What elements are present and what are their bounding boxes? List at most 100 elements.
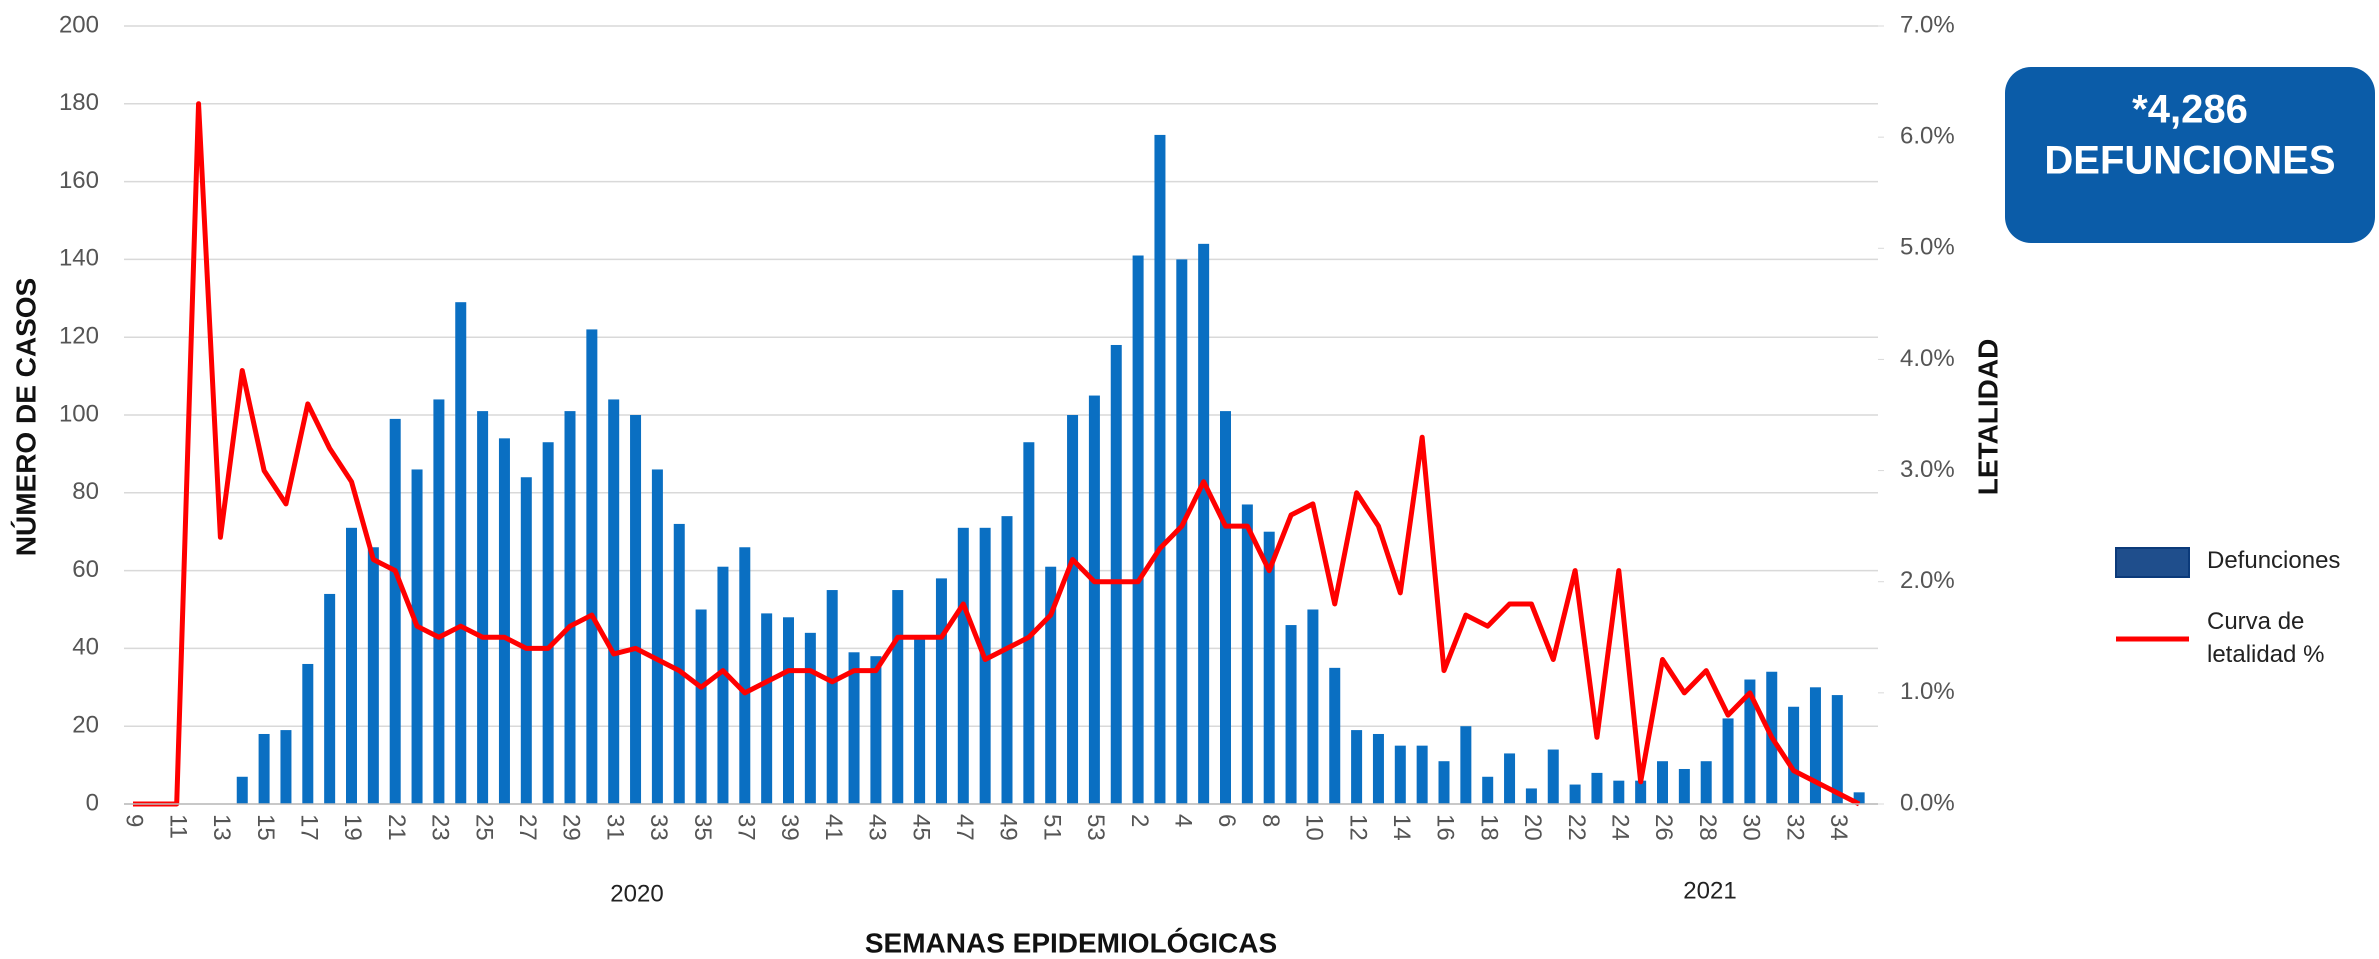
x-tick-label: 53 [1082, 814, 1109, 841]
x-tick-label: 39 [776, 814, 803, 841]
x-tick-label: 51 [1038, 814, 1065, 841]
bar [1176, 259, 1188, 804]
bar [324, 593, 336, 804]
x-tick-label: 30 [1738, 814, 1765, 841]
bar [935, 578, 947, 804]
y-tick-label: 60 [72, 556, 99, 583]
y2-tick-label: 2.0% [1900, 567, 1955, 594]
bar [389, 418, 401, 804]
bar [717, 566, 729, 804]
bar [1285, 625, 1297, 804]
x-tick-label: 17 [295, 814, 322, 841]
y2-tick-label: 5.0% [1900, 234, 1955, 261]
x-tick-label: 25 [470, 814, 497, 841]
bar [761, 613, 773, 804]
bar [739, 547, 751, 804]
x-tick-label: 4 [1169, 814, 1196, 827]
bar [1329, 667, 1341, 804]
y2-tick-label: 7.0% [1900, 11, 1955, 38]
year-label: 2020 [610, 880, 663, 907]
bar [1700, 761, 1712, 804]
bar [1482, 776, 1494, 804]
x-tick-label: 37 [732, 814, 759, 841]
x-tick-label: 29 [558, 814, 585, 841]
y-axis-title: NÚMERO DE CASOS [10, 278, 41, 556]
bar [1132, 255, 1144, 804]
bar [1198, 243, 1210, 805]
bar [433, 399, 445, 804]
x-tick-label: 19 [339, 814, 366, 841]
bar [1460, 726, 1472, 804]
bar [1263, 531, 1275, 804]
year-label: 2021 [1683, 877, 1736, 904]
x-tick-label: 31 [601, 814, 628, 841]
bar [1088, 395, 1100, 804]
bar [564, 411, 576, 804]
bar [1351, 730, 1363, 804]
bar [979, 527, 991, 804]
x-tick-label: 34 [1825, 814, 1852, 841]
bar [804, 632, 816, 804]
bar [1154, 134, 1166, 805]
bar [1591, 772, 1603, 804]
x-tick-label: 47 [951, 814, 978, 841]
bar [1744, 679, 1756, 804]
legend-label: Defunciones [2207, 547, 2341, 574]
x-tick-label: 13 [208, 814, 235, 841]
bar [477, 411, 489, 804]
bar [455, 302, 467, 804]
bar [1788, 706, 1800, 804]
bar [1678, 768, 1690, 804]
badge-label: DEFUNCIONES [2044, 139, 2335, 183]
y-tick-label: 140 [59, 245, 99, 272]
bar [1569, 784, 1581, 804]
bar [1001, 516, 1013, 804]
y2-tick-label: 3.0% [1900, 456, 1955, 483]
bar [651, 469, 663, 804]
bar [520, 477, 532, 804]
x-tick-label: 33 [645, 814, 672, 841]
bar [608, 399, 620, 804]
x-tick-label: 12 [1344, 814, 1371, 841]
bar [1657, 761, 1668, 804]
legend-swatch [2115, 547, 2190, 578]
bar [783, 617, 794, 804]
y-tick-label: 100 [59, 400, 99, 427]
bar [1372, 733, 1384, 804]
bar [1416, 745, 1428, 804]
x-axis-title: SEMANAS EPIDEMIOLÓGICAS [865, 927, 1277, 958]
y-tick-label: 160 [59, 167, 99, 194]
y2-tick-label: 0.0% [1900, 789, 1955, 816]
y2-tick-label: 4.0% [1900, 345, 1955, 372]
bar [1613, 780, 1625, 804]
bar [1307, 609, 1319, 804]
x-tick-label: 49 [995, 814, 1022, 841]
bar [1394, 745, 1406, 804]
y-tick-label: 40 [72, 634, 99, 661]
bar [673, 523, 685, 804]
bar [302, 663, 314, 804]
x-tick-label: 18 [1475, 814, 1502, 841]
x-tick-label: 27 [514, 814, 541, 841]
x-tick-label: 20 [1519, 814, 1546, 841]
x-tick-label: 14 [1388, 814, 1415, 841]
line [133, 101, 1861, 807]
x-tick-label: 23 [427, 814, 454, 841]
x-tick-label: 35 [689, 814, 716, 841]
badge-count: *4,286 [2132, 88, 2248, 132]
x-tick-label: 43 [864, 814, 891, 841]
y2-tick-label: 1.0% [1900, 678, 1955, 705]
bar [870, 656, 882, 804]
x-tick-label: 11 [164, 814, 191, 839]
bar [1023, 442, 1035, 804]
x-tick-label: 6 [1213, 814, 1240, 827]
bar [1547, 749, 1559, 804]
bar [1525, 788, 1537, 804]
bar [826, 590, 838, 804]
x-tick-label: 21 [383, 814, 410, 841]
bar [1067, 415, 1079, 804]
bar [236, 776, 248, 804]
y2-axis-title: LETALIDAD [1972, 339, 2003, 496]
bar [1110, 344, 1122, 804]
